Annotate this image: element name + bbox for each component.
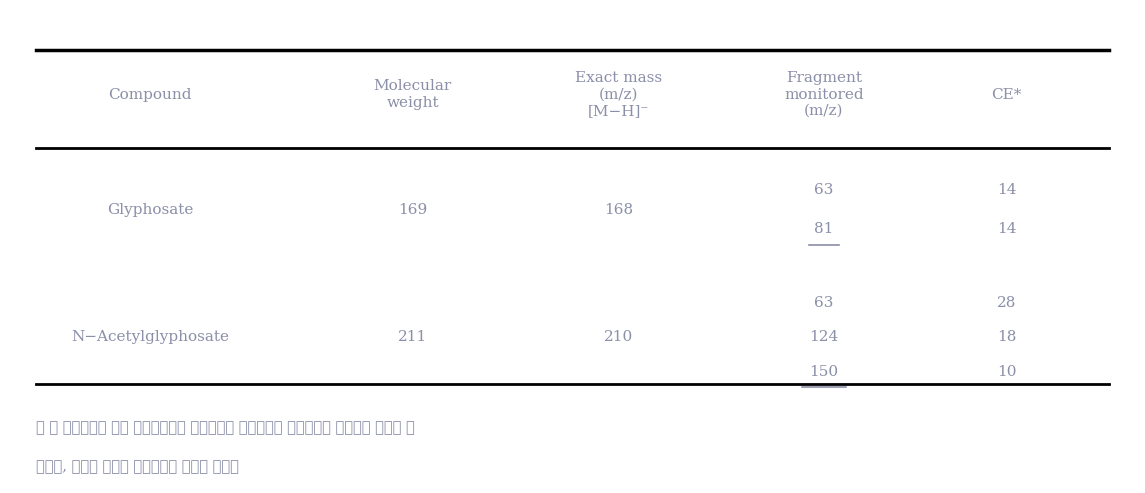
Text: Glyphosate: Glyphosate — [106, 203, 194, 217]
Text: 18: 18 — [997, 330, 1017, 344]
Text: 210: 210 — [603, 330, 633, 344]
Text: 168: 168 — [603, 203, 633, 217]
Text: 28: 28 — [997, 296, 1017, 310]
Text: Exact mass
(m/z)
[M−H]⁻: Exact mass (m/z) [M−H]⁻ — [575, 71, 662, 118]
Text: Molecular
weight: Molecular weight — [373, 79, 452, 109]
Text: 150: 150 — [810, 364, 838, 379]
Text: 14: 14 — [997, 222, 1017, 236]
Text: Compound: Compound — [108, 88, 191, 102]
Text: 10: 10 — [997, 364, 1017, 379]
Text: Fragment
monitored
(m/z): Fragment monitored (m/z) — [784, 71, 863, 118]
Text: 14: 14 — [997, 183, 1017, 197]
Text: 있으며, 제시된 이외의 토막이온도 적용이 가능함: 있으며, 제시된 이외의 토막이온도 적용이 가능함 — [35, 460, 238, 474]
Text: 124: 124 — [810, 330, 838, 344]
Text: 81: 81 — [814, 222, 834, 236]
Text: 63: 63 — [814, 183, 834, 197]
Text: ※ 각 토막이온에 대한 질량분석기의 기기조건은 사용기기의 최적값으로 변경하여 사용할 수: ※ 각 토막이온에 대한 질량분석기의 기기조건은 사용기기의 최적값으로 변경… — [35, 421, 414, 435]
Text: 211: 211 — [398, 330, 427, 344]
Text: 169: 169 — [398, 203, 427, 217]
Text: CE*: CE* — [992, 88, 1021, 102]
Text: N−Acetylglyphosate: N−Acetylglyphosate — [71, 330, 229, 344]
Text: 63: 63 — [814, 296, 834, 310]
